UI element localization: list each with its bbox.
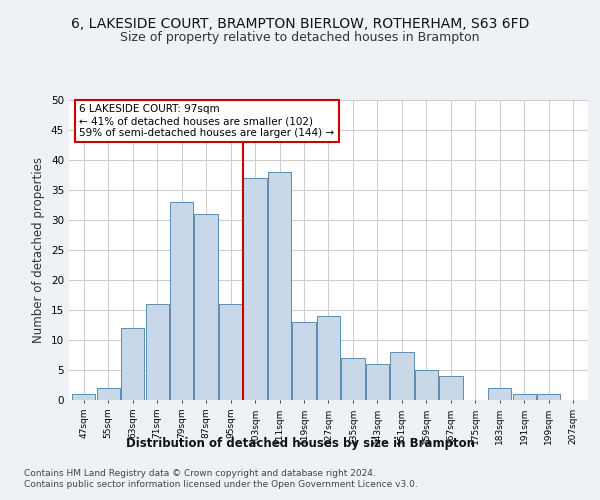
- Bar: [391, 352, 413, 400]
- Bar: [366, 364, 389, 400]
- Bar: [170, 202, 193, 400]
- Bar: [97, 388, 120, 400]
- Bar: [268, 172, 291, 400]
- Bar: [121, 328, 144, 400]
- Bar: [415, 370, 438, 400]
- Bar: [317, 316, 340, 400]
- Bar: [146, 304, 169, 400]
- Bar: [292, 322, 316, 400]
- Bar: [439, 376, 463, 400]
- Text: 6 LAKESIDE COURT: 97sqm
← 41% of detached houses are smaller (102)
59% of semi-d: 6 LAKESIDE COURT: 97sqm ← 41% of detache…: [79, 104, 335, 138]
- Bar: [537, 394, 560, 400]
- Text: Distribution of detached houses by size in Brampton: Distribution of detached houses by size …: [125, 438, 475, 450]
- Bar: [488, 388, 511, 400]
- Bar: [194, 214, 218, 400]
- Bar: [244, 178, 266, 400]
- Text: Contains HM Land Registry data © Crown copyright and database right 2024.: Contains HM Land Registry data © Crown c…: [24, 469, 376, 478]
- Text: Size of property relative to detached houses in Brampton: Size of property relative to detached ho…: [120, 31, 480, 44]
- Bar: [219, 304, 242, 400]
- Bar: [513, 394, 536, 400]
- Bar: [341, 358, 365, 400]
- Text: Contains public sector information licensed under the Open Government Licence v3: Contains public sector information licen…: [24, 480, 418, 489]
- Text: 6, LAKESIDE COURT, BRAMPTON BIERLOW, ROTHERHAM, S63 6FD: 6, LAKESIDE COURT, BRAMPTON BIERLOW, ROT…: [71, 18, 529, 32]
- Y-axis label: Number of detached properties: Number of detached properties: [32, 157, 46, 343]
- Bar: [72, 394, 95, 400]
